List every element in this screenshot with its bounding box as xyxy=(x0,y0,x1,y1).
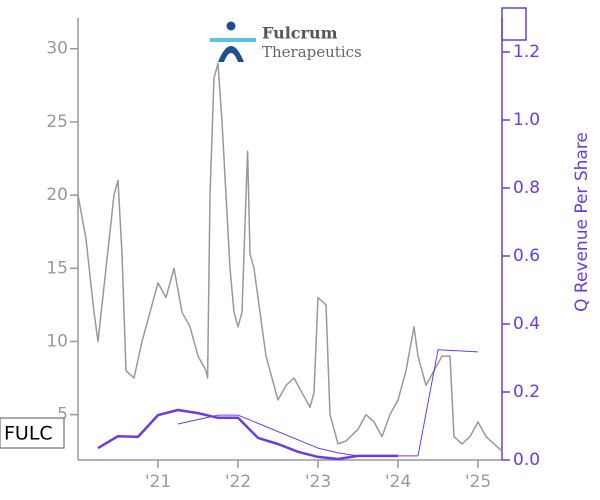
y-tick-label: 25 xyxy=(46,112,68,132)
y2-tick-label: 0.0 xyxy=(513,450,540,470)
x-tick-label: '23 xyxy=(305,472,331,492)
x-tick-label: '25 xyxy=(465,472,491,492)
y-tick-label: 15 xyxy=(46,258,68,278)
y2-tick-label: 1.0 xyxy=(513,110,540,130)
x-tick-label: '21 xyxy=(145,472,171,492)
x-tick-label: '22 xyxy=(225,472,251,492)
logo-dot xyxy=(226,21,236,31)
logo-bar xyxy=(210,38,256,42)
logo-arch xyxy=(218,46,244,62)
ticker-label: FULC xyxy=(4,423,53,445)
legend-box xyxy=(501,7,527,41)
logo: Fulcrum Therapeutics xyxy=(210,21,362,62)
y2-tick-label: 0.2 xyxy=(513,382,540,402)
logo-sub: Therapeutics xyxy=(262,43,362,61)
x-tick-label: '24 xyxy=(385,472,411,492)
y2-tick-label: 0.8 xyxy=(513,178,540,198)
y-tick-label: 30 xyxy=(46,39,68,59)
y-tick-label: 10 xyxy=(46,331,68,351)
y2-axis-label: Q Revenue Per Share xyxy=(572,132,592,312)
logo-name: Fulcrum xyxy=(262,24,338,43)
series-line xyxy=(177,349,479,457)
ticker-box xyxy=(0,417,65,449)
y-tick-label: 5 xyxy=(57,405,68,425)
series-line xyxy=(77,62,503,452)
series-line xyxy=(97,408,398,461)
y2-tick-label: 0.4 xyxy=(513,314,540,334)
y-tick-label: 20 xyxy=(46,185,68,205)
y2-tick-label: 1.2 xyxy=(513,42,540,62)
y2-tick-label: 0.6 xyxy=(513,246,540,266)
